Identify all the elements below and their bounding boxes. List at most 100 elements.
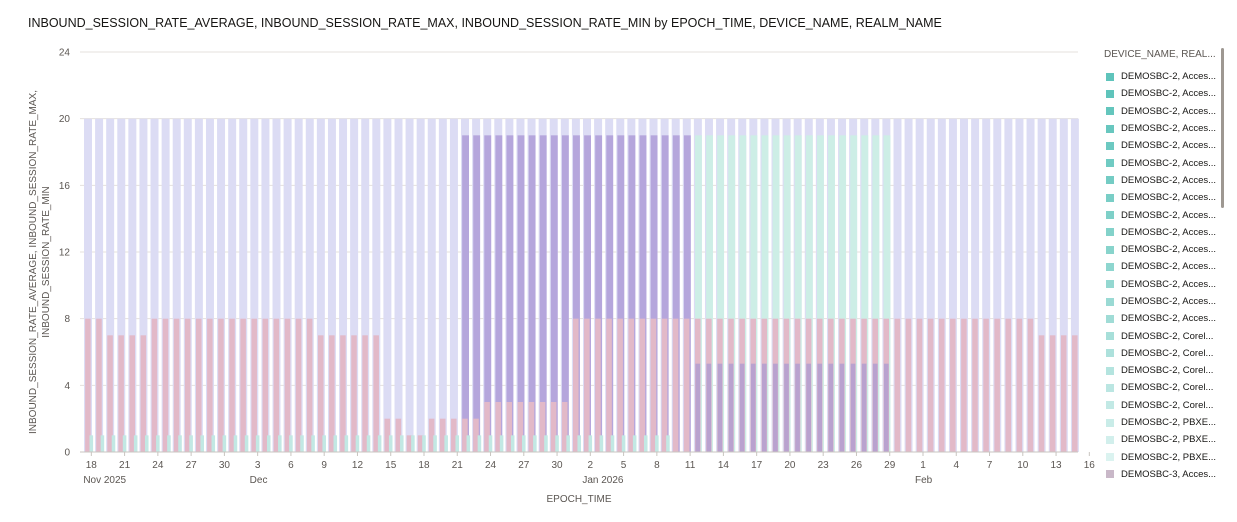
bar[interactable] (577, 435, 582, 452)
bar[interactable] (400, 435, 404, 452)
bar[interactable] (850, 363, 856, 452)
bar[interactable] (683, 135, 691, 453)
bar[interactable] (289, 435, 293, 452)
bar[interactable] (950, 318, 956, 452)
bar[interactable] (1059, 118, 1068, 453)
bar[interactable] (139, 118, 148, 453)
bar[interactable] (584, 135, 591, 453)
bar[interactable] (606, 318, 612, 452)
bar[interactable] (406, 435, 413, 452)
bar[interactable] (162, 318, 169, 452)
bar[interactable] (893, 118, 902, 453)
bar[interactable] (795, 363, 800, 452)
bar[interactable] (195, 318, 202, 452)
legend-item[interactable]: DEMOSBC-2, Acces... (1098, 241, 1218, 258)
bar[interactable] (340, 335, 346, 452)
bar[interactable] (366, 435, 371, 452)
bar[interactable] (388, 435, 393, 452)
bar[interactable] (217, 118, 226, 453)
legend-item[interactable]: DEMOSBC-2, Acces... (1098, 310, 1218, 327)
bar[interactable] (666, 435, 670, 452)
bar[interactable] (383, 118, 392, 453)
bar[interactable] (444, 435, 448, 452)
bar[interactable] (295, 318, 302, 452)
bar[interactable] (784, 363, 789, 452)
bar[interactable] (361, 118, 370, 453)
bar[interactable] (683, 318, 690, 452)
bar[interactable] (994, 318, 1000, 452)
legend-item[interactable]: DEMOSBC-3, Acces... (1098, 466, 1218, 483)
bar[interactable] (544, 435, 548, 452)
bar[interactable] (428, 418, 435, 452)
bar[interactable] (517, 402, 524, 452)
bar[interactable] (372, 118, 381, 453)
bar[interactable] (151, 318, 158, 452)
bar[interactable] (499, 435, 504, 452)
bar[interactable] (1027, 318, 1034, 452)
bar[interactable] (971, 118, 980, 453)
bar[interactable] (839, 135, 847, 453)
bar[interactable] (617, 135, 625, 453)
bar[interactable] (384, 418, 391, 452)
bar[interactable] (167, 435, 171, 452)
bar[interactable] (394, 118, 403, 453)
bar[interactable] (828, 135, 835, 453)
bar[interactable] (650, 135, 658, 453)
bar[interactable] (883, 135, 891, 453)
legend-item[interactable]: DEMOSBC-2, Acces... (1098, 85, 1218, 102)
bar[interactable] (1026, 118, 1035, 453)
bar[interactable] (251, 318, 257, 452)
bar[interactable] (317, 335, 324, 452)
legend-item[interactable]: DEMOSBC-2, PBXE... (1098, 431, 1218, 448)
bar[interactable] (140, 335, 147, 452)
bar[interactable] (211, 435, 216, 452)
bar[interactable] (861, 363, 867, 452)
bar[interactable] (1060, 335, 1067, 452)
bar[interactable] (883, 363, 889, 452)
bar[interactable] (672, 318, 679, 452)
bar[interactable] (117, 118, 126, 453)
bar[interactable] (817, 363, 823, 452)
legend-item[interactable]: DEMOSBC-2, Acces... (1098, 154, 1218, 171)
bar[interactable] (351, 335, 357, 452)
bar[interactable] (362, 335, 368, 452)
bar[interactable] (750, 135, 758, 453)
bar[interactable] (156, 435, 160, 452)
bar[interactable] (539, 135, 547, 453)
bar[interactable] (706, 135, 713, 453)
legend-item[interactable]: DEMOSBC-2, Acces... (1098, 206, 1218, 223)
bar[interactable] (517, 135, 525, 453)
legend-item[interactable]: DEMOSBC-2, Acces... (1098, 103, 1218, 120)
bar[interactable] (484, 135, 492, 453)
bar[interactable] (327, 118, 336, 453)
bar[interactable] (122, 435, 127, 452)
bar[interactable] (599, 435, 604, 452)
legend-item[interactable]: DEMOSBC-2, Acces... (1098, 172, 1218, 189)
bar[interactable] (473, 135, 481, 453)
bar[interactable] (1037, 118, 1046, 453)
bar[interactable] (189, 435, 193, 452)
legend-scrollbar[interactable] (1221, 48, 1224, 208)
bar[interactable] (728, 135, 736, 453)
legend-item[interactable]: DEMOSBC-2, Acces... (1098, 293, 1218, 310)
bar[interactable] (218, 318, 224, 452)
bar[interactable] (761, 135, 769, 453)
bar[interactable] (606, 135, 614, 453)
bar[interactable] (621, 435, 626, 452)
bar[interactable] (133, 435, 138, 452)
bar[interactable] (439, 418, 446, 452)
bar[interactable] (222, 435, 227, 452)
bar[interactable] (872, 135, 880, 453)
bar[interactable] (438, 118, 447, 453)
bar[interactable] (462, 135, 470, 453)
bar[interactable] (278, 435, 282, 452)
bar[interactable] (184, 318, 191, 452)
bar[interactable] (495, 402, 501, 452)
bar[interactable] (495, 135, 503, 453)
bar[interactable] (739, 135, 747, 453)
bar[interactable] (405, 118, 414, 453)
bar[interactable] (329, 335, 335, 452)
bar[interactable] (506, 402, 513, 452)
bar[interactable] (488, 435, 493, 452)
bar[interactable] (300, 435, 304, 452)
